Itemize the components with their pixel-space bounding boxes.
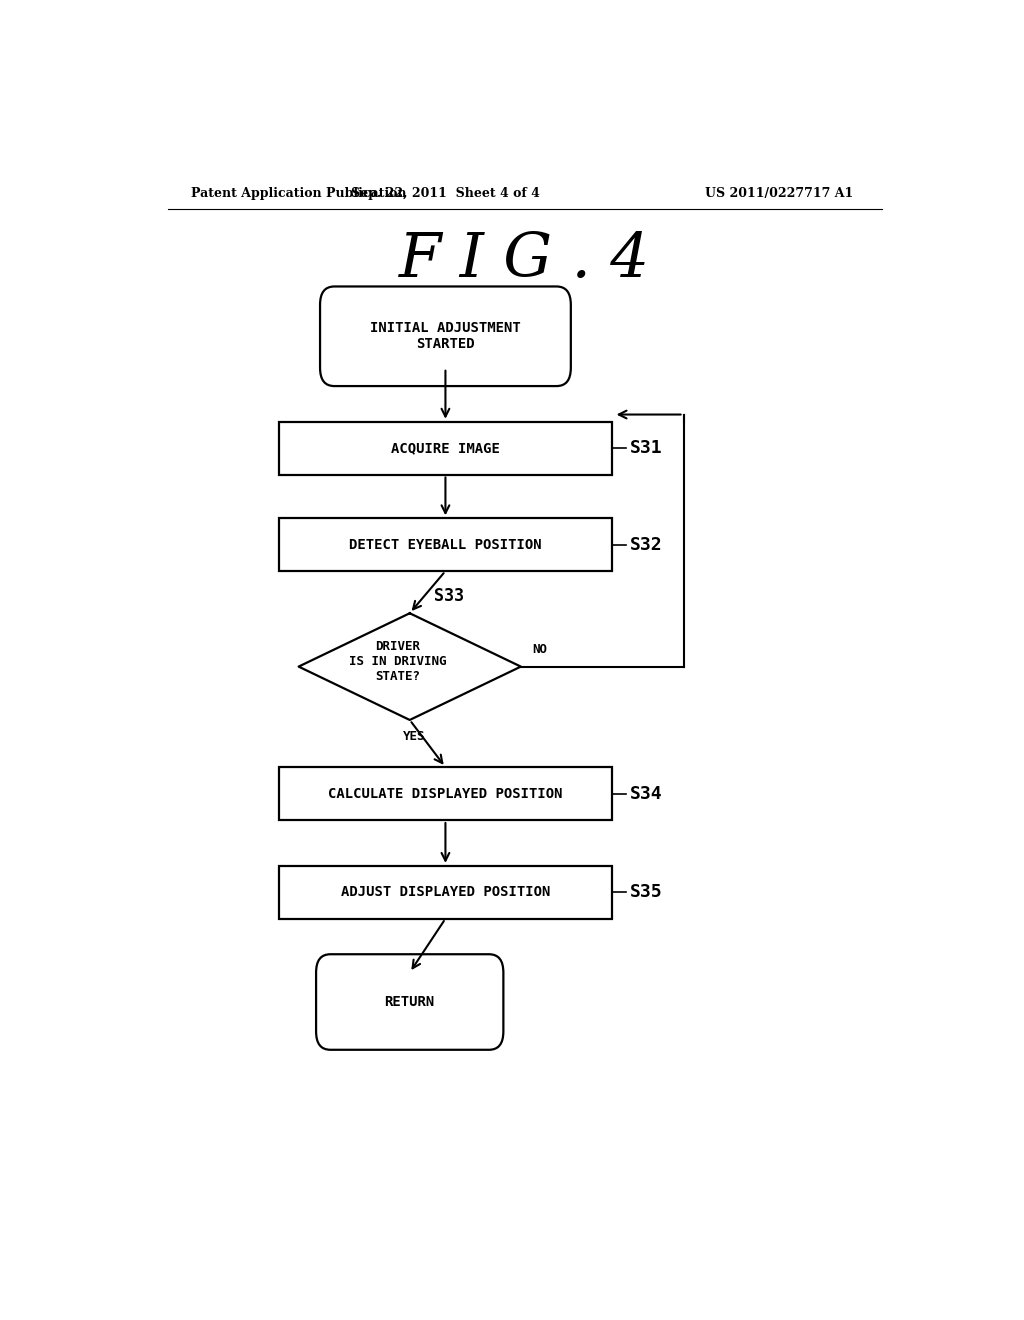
Text: F I G . 4: F I G . 4 xyxy=(399,230,650,290)
Text: Sep. 22, 2011  Sheet 4 of 4: Sep. 22, 2011 Sheet 4 of 4 xyxy=(351,187,540,201)
Text: ADJUST DISPLAYED POSITION: ADJUST DISPLAYED POSITION xyxy=(341,886,550,899)
Bar xyxy=(279,421,612,474)
Bar xyxy=(279,866,612,919)
Text: S32: S32 xyxy=(630,536,663,553)
Text: S34: S34 xyxy=(630,784,663,803)
Text: DRIVER
IS IN DRIVING
STATE?: DRIVER IS IN DRIVING STATE? xyxy=(349,640,446,682)
Text: S35: S35 xyxy=(630,883,663,902)
Text: S31: S31 xyxy=(630,440,663,457)
Text: DETECT EYEBALL POSITION: DETECT EYEBALL POSITION xyxy=(349,537,542,552)
Text: YES: YES xyxy=(402,730,425,743)
Text: NO: NO xyxy=(532,643,548,656)
Bar xyxy=(279,767,612,820)
FancyBboxPatch shape xyxy=(316,954,504,1049)
Text: US 2011/0227717 A1: US 2011/0227717 A1 xyxy=(705,187,853,201)
Text: ACQUIRE IMAGE: ACQUIRE IMAGE xyxy=(391,441,500,455)
Polygon shape xyxy=(299,614,521,719)
Bar xyxy=(279,519,612,572)
Text: RETURN: RETURN xyxy=(385,995,435,1008)
Text: CALCULATE DISPLAYED POSITION: CALCULATE DISPLAYED POSITION xyxy=(328,787,563,801)
Text: Patent Application Publication: Patent Application Publication xyxy=(191,187,407,201)
Text: INITIAL ADJUSTMENT
STARTED: INITIAL ADJUSTMENT STARTED xyxy=(370,321,521,351)
FancyBboxPatch shape xyxy=(321,286,570,385)
Text: S33: S33 xyxy=(433,587,464,605)
